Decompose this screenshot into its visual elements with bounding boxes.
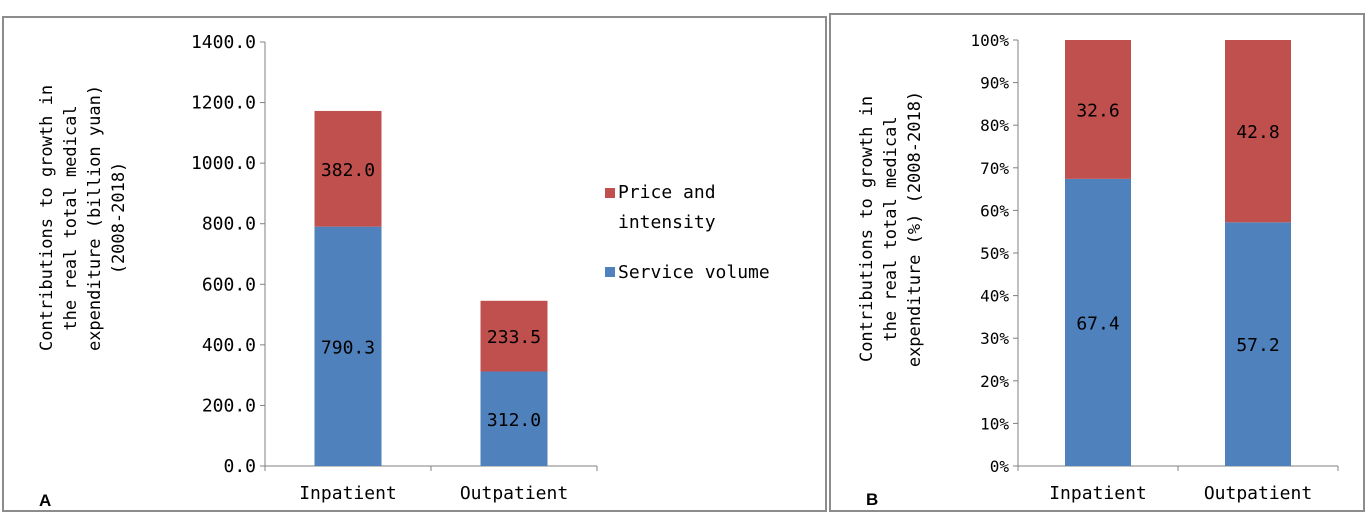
chart-a-svg: 0.0 200.0 400.0 600.0 800.0 1000.0 1200.0 1400.… [37, 32, 770, 510]
y-axis-title-line: (2008-2018) [109, 162, 129, 275]
y-axis-title-line: expenditure (%) (2008-2018) [905, 91, 925, 367]
legend-label-price-intensity-line2: intensity [618, 212, 716, 233]
data-label: 382.0 [321, 160, 375, 181]
y-tick-label: 1000.0 [191, 153, 256, 174]
y-axis-title-line: Contributions to growth in [857, 96, 877, 362]
x-category-label: Inpatient [299, 483, 397, 504]
y-tick-label: 800.0 [202, 214, 256, 235]
x-category-label: Outpatient [460, 483, 568, 504]
bar-service-volume [1225, 222, 1291, 466]
y-tick-label: 200.0 [202, 395, 256, 416]
y-tick-label: 1200.0 [191, 93, 256, 114]
y-axis-title: Contributions to growth in the real total… [857, 91, 925, 367]
y-axis-title-line: the real total medical [61, 105, 81, 330]
y-tick-label: 100% [970, 31, 1009, 50]
data-label: 67.4 [1076, 313, 1119, 334]
y-tick-label: 20% [980, 372, 1009, 391]
y-tick-label: 90% [980, 74, 1009, 93]
data-label: 42.8 [1236, 122, 1279, 143]
y-tick-label: 60% [980, 201, 1009, 220]
chart-panel-a: 0.0 200.0 400.0 600.0 800.0 1000.0 1200.0 1400.… [2, 16, 827, 512]
bar-price-and-intensity [1225, 40, 1291, 223]
data-label: 233.5 [487, 327, 541, 348]
data-label: 790.3 [321, 337, 375, 358]
bar-service-volume [314, 226, 382, 466]
y-tick-label: 30% [980, 329, 1009, 348]
y-tick-label: 50% [980, 244, 1009, 263]
chart-panel-b: 0% 10% 20% 30% 40% 50% 60% 70% 80% 90% 100% 67.4 32.… [829, 13, 1365, 512]
bar-service-volume [480, 371, 548, 466]
bar-service-volume [1065, 178, 1131, 466]
y-tick-label: 0.0 [223, 456, 256, 477]
y-tick-label: 40% [980, 287, 1009, 306]
data-label: 32.6 [1076, 100, 1119, 121]
bar-price-and-intensity [314, 110, 382, 227]
data-label: 312.0 [487, 410, 541, 431]
panel-label: A [39, 491, 51, 510]
legend-swatch-price-intensity [605, 188, 615, 198]
x-category-label: Inpatient [1049, 483, 1147, 504]
y-tick-label: 0% [990, 457, 1010, 476]
y-tick-label: 400.0 [202, 335, 256, 356]
y-axis-title-line: expenditure (billion yuan) [85, 85, 105, 351]
legend-label-service-volume: Service volume [618, 262, 770, 283]
chart-b-svg: 0% 10% 20% 30% 40% 50% 60% 70% 80% 90% 100% 67.4 32.… [857, 31, 1339, 509]
y-tick-label: 70% [980, 159, 1009, 178]
y-tick-label: 10% [980, 414, 1009, 433]
y-axis-title-line: Contributions to growth in [37, 85, 57, 351]
y-axis-title: Contributions to growth in the real total… [37, 85, 129, 351]
y-tick-label: 1400.0 [191, 32, 256, 53]
bar-price-and-intensity [480, 300, 548, 372]
y-axis-title-line: the real total medical [881, 116, 901, 341]
y-tick-label: 600.0 [202, 274, 256, 295]
bar-price-and-intensity [1065, 40, 1131, 179]
legend-swatch-service-volume [605, 267, 615, 277]
panel-label: B [866, 490, 878, 509]
x-category-label: Outpatient [1204, 483, 1312, 504]
y-tick-label: 80% [980, 116, 1009, 135]
data-label: 57.2 [1236, 335, 1279, 356]
legend-label-price-intensity-line1: Price and [618, 182, 716, 203]
